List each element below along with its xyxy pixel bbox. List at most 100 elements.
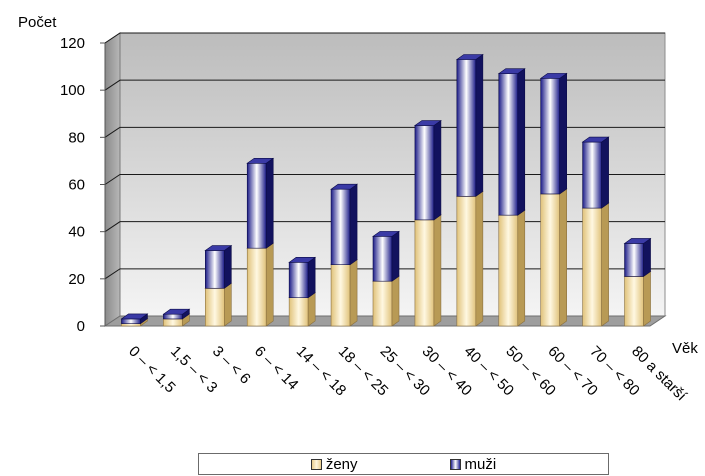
- bar-side: [643, 270, 651, 327]
- bar-top: [455, 54, 484, 60]
- bar-zeny: [623, 270, 652, 327]
- y-axis-label: Počet: [18, 14, 57, 31]
- legend-swatch-muzi: [449, 458, 461, 470]
- bar-side: [391, 275, 400, 327]
- bar-front: [372, 280, 393, 327]
- bar-side: [433, 214, 442, 327]
- bar-front: [414, 125, 435, 221]
- gridline: [104, 32, 665, 44]
- bar-muzi: [372, 230, 400, 282]
- bar-front: [582, 141, 602, 209]
- bar-muzi: [497, 68, 526, 216]
- stacked-bar-chart: 0 20 40 60 80 100 120 0 – < 1,51,5 – < 33 – < …: [18, 14, 698, 405]
- bar-front: [456, 59, 477, 197]
- y-tick-label: 120: [60, 35, 85, 52]
- legend-item-zeny: ženy: [310, 455, 358, 473]
- bar-top: [330, 183, 359, 190]
- bar-top: [288, 257, 317, 263]
- gridlines: [104, 32, 665, 280]
- bar-side: [601, 136, 609, 209]
- bar-top: [372, 231, 400, 237]
- bar-top: [162, 308, 191, 315]
- bar-muzi: [539, 72, 568, 195]
- bars: [120, 53, 652, 327]
- bar-side: [517, 68, 526, 216]
- bar-side: [559, 72, 567, 195]
- bar-side: [349, 259, 358, 327]
- bar-muzi: [162, 308, 191, 320]
- bar-top: [581, 136, 610, 143]
- bar-side: [475, 53, 484, 197]
- legend-label-zeny: ženy: [325, 455, 358, 473]
- y-tick-label: 40: [68, 224, 85, 241]
- bar-front: [163, 318, 183, 327]
- legend-label-muzi: muži: [464, 455, 497, 473]
- bar-front: [414, 219, 435, 327]
- bar-side: [391, 230, 400, 282]
- bar-zeny: [204, 282, 233, 327]
- bar-side: [265, 157, 274, 249]
- bar-muzi: [330, 183, 359, 266]
- bar-front: [456, 195, 477, 327]
- bar-front: [205, 287, 225, 327]
- y-tick-label: 80: [68, 129, 85, 146]
- bar-muzi: [413, 119, 442, 221]
- bar-front: [540, 193, 560, 327]
- bar-side: [265, 242, 274, 327]
- gridline: [104, 221, 665, 233]
- bar-front: [624, 243, 644, 277]
- gridline: [104, 126, 665, 138]
- bar-front: [288, 262, 309, 299]
- bar-side: [433, 119, 442, 221]
- bar-muzi: [581, 136, 610, 209]
- legend-item-muzi: muži: [449, 455, 497, 473]
- bar-zeny: [372, 275, 400, 327]
- y-axis-ticks: 0 20 40 60 80 100 120: [60, 35, 106, 335]
- bar-muzi: [246, 157, 275, 249]
- bar-top: [246, 157, 275, 164]
- bar-zeny: [330, 259, 359, 327]
- bar-zeny: [455, 190, 484, 327]
- bar-top: [204, 245, 233, 251]
- y-tick-label: 60: [68, 177, 85, 194]
- bar-front: [246, 247, 267, 327]
- bar-top: [120, 313, 149, 320]
- bar-front: [582, 207, 602, 327]
- bar-zeny: [246, 242, 275, 327]
- bar-muzi: [204, 244, 233, 289]
- bar-side: [559, 188, 567, 327]
- gridline: [104, 174, 665, 185]
- legend-swatch-zeny: [310, 458, 322, 470]
- bar-front: [498, 214, 519, 327]
- gridline: [104, 79, 665, 91]
- x-axis-label: Věk: [672, 340, 698, 357]
- bar-side: [601, 202, 609, 327]
- bar-side: [224, 244, 232, 289]
- bar-front: [330, 264, 351, 327]
- bar-zeny: [581, 202, 610, 327]
- bar-zeny: [497, 209, 526, 327]
- bar-side: [643, 237, 651, 278]
- y-tick-label: 20: [68, 271, 85, 288]
- bar-side: [224, 282, 232, 327]
- bar-side: [475, 190, 484, 327]
- legend: ženy muži: [198, 453, 609, 475]
- bar-front: [121, 323, 141, 327]
- bar-zeny: [413, 214, 442, 327]
- bar-front: [163, 313, 183, 320]
- bar-side: [307, 256, 316, 299]
- bar-front: [205, 250, 225, 289]
- bar-front: [624, 276, 644, 327]
- y-tick-label: 100: [60, 82, 85, 99]
- bar-muzi: [120, 313, 149, 325]
- y-tick-label: 0: [77, 318, 85, 335]
- bar-front: [372, 236, 393, 282]
- bar-top: [539, 73, 568, 79]
- bar-front: [330, 188, 351, 265]
- bar-top: [413, 120, 442, 126]
- bar-top: [497, 68, 526, 74]
- bar-front: [246, 162, 267, 249]
- bar-front: [288, 297, 309, 327]
- bar-muzi: [455, 53, 484, 197]
- bar-side: [349, 183, 358, 266]
